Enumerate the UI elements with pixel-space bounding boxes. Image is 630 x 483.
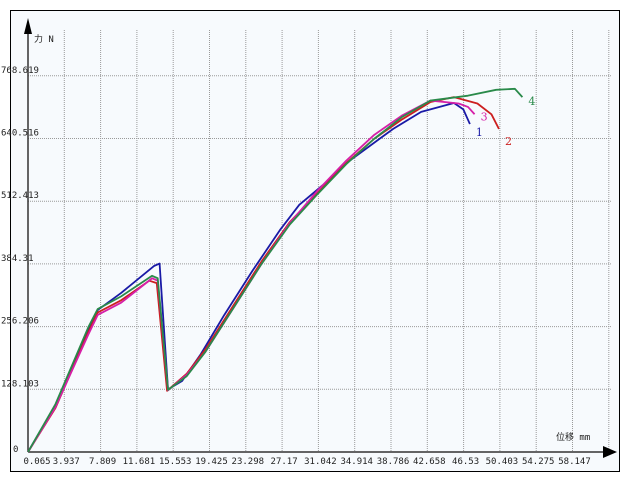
x-tick-label: 54.275	[522, 457, 555, 467]
y-tick-label: 640.516	[1, 129, 39, 139]
y-axis-label: 力 N	[34, 33, 54, 45]
x-tick-label: 7.809	[89, 457, 116, 467]
x-tick-label: 11.681	[123, 457, 156, 467]
series-label: 2	[505, 135, 512, 148]
x-tick-label: 15.553	[159, 457, 192, 467]
x-tick-label: 3.937	[53, 457, 80, 467]
series-line-4	[27, 87, 524, 453]
x-axis-arrow-icon	[603, 446, 617, 458]
chart-frame	[10, 10, 620, 472]
y-tick-label: 256.206	[1, 317, 39, 327]
series-line-2	[27, 96, 500, 453]
x-tick-label: 50.403	[486, 457, 519, 467]
y-axis-arrow-icon	[24, 18, 32, 34]
x-tick-label: 31.042	[304, 457, 337, 467]
y-tick-label: 128.103	[1, 379, 39, 389]
x-tick-label: 34.914	[340, 457, 373, 467]
y-tick-label: 512.413	[1, 191, 39, 201]
x-tick-label: 42.658	[413, 457, 446, 467]
x-tick-label: 58.147	[558, 457, 591, 467]
x-tick-label: 23.298	[232, 457, 265, 467]
y-tick-label: 768.619	[1, 66, 39, 76]
series-label: 1	[476, 126, 483, 139]
y-tick-label: 0	[13, 445, 18, 455]
x-tick-label: 0.065	[23, 457, 50, 467]
x-axis-label: 位移 mm	[556, 431, 590, 443]
x-tick-label: 19.425	[195, 457, 228, 467]
series-label: 3	[481, 110, 488, 123]
x-tick-label: 38.786	[377, 457, 410, 467]
series-label: 4	[528, 95, 535, 108]
x-tick-label: 27.17	[271, 457, 298, 467]
series-line-1	[27, 102, 471, 453]
y-tick-label: 384.31	[1, 254, 34, 264]
x-tick-label: 46.53	[452, 457, 479, 467]
